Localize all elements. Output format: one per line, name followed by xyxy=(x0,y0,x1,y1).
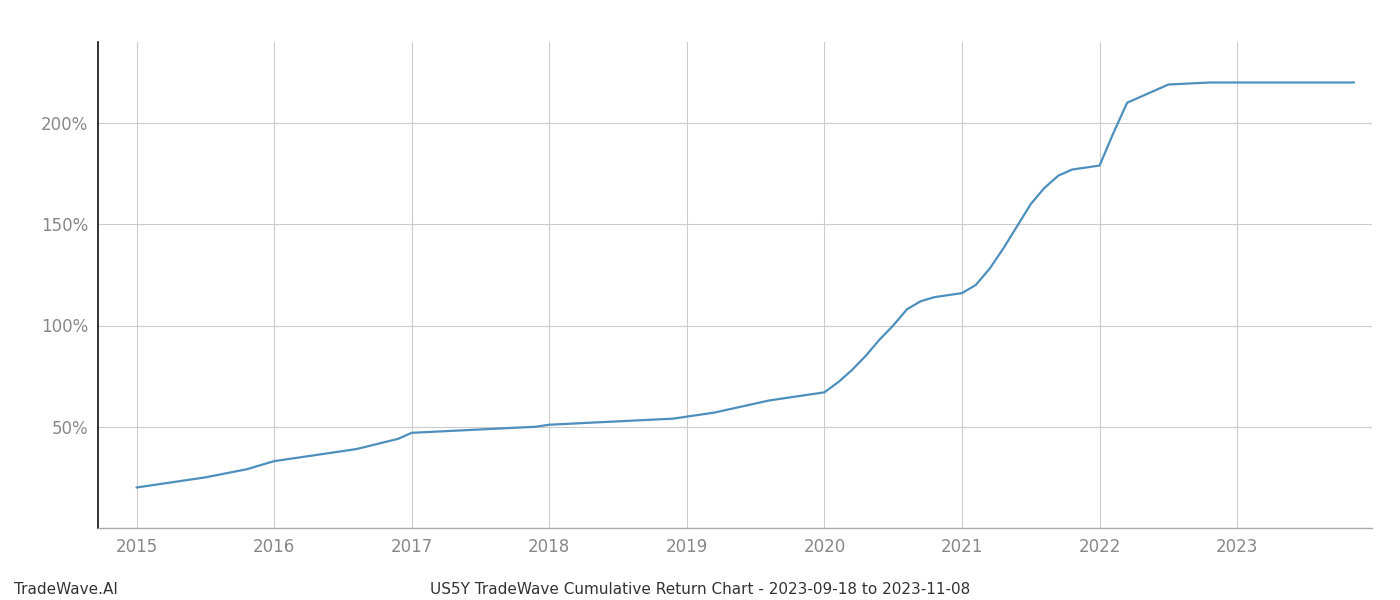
Text: TradeWave.AI: TradeWave.AI xyxy=(14,582,118,597)
Text: US5Y TradeWave Cumulative Return Chart - 2023-09-18 to 2023-11-08: US5Y TradeWave Cumulative Return Chart -… xyxy=(430,582,970,597)
